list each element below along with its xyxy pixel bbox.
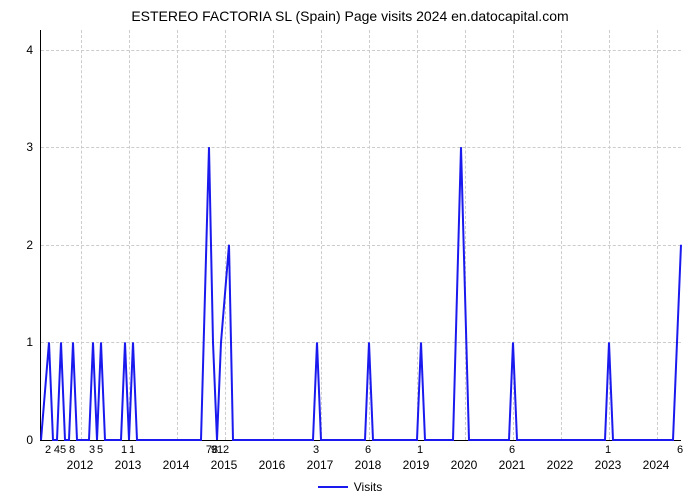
chart-container: ESTEREO FACTORIA SL (Spain) Page visits … — [0, 0, 700, 500]
data-point-label: 6 — [365, 444, 371, 456]
x-tick-label: 2022 — [547, 458, 574, 472]
x-tick-label: 2015 — [211, 458, 238, 472]
y-tick-label: 2 — [15, 238, 33, 252]
data-point-label: 2 — [45, 444, 51, 456]
line-series — [41, 30, 681, 440]
data-point-label: 3 — [313, 444, 319, 456]
x-tick-label: 2018 — [355, 458, 382, 472]
data-point-label: 3 — [89, 444, 95, 456]
x-tick-label: 2012 — [67, 458, 94, 472]
data-point-label: 6 — [677, 444, 683, 456]
data-point-label: 45 — [54, 444, 66, 456]
data-point-label: 6 — [509, 444, 515, 456]
y-tick-label: 0 — [15, 433, 33, 447]
legend-label: Visits — [354, 480, 382, 494]
data-point-label: 1 — [129, 444, 135, 456]
x-tick-label: 2021 — [499, 458, 526, 472]
x-tick-label: 2017 — [307, 458, 334, 472]
x-tick-label: 2020 — [451, 458, 478, 472]
x-tick-label: 2019 — [403, 458, 430, 472]
x-tick-label: 2024 — [643, 458, 670, 472]
y-tick-label: 4 — [15, 43, 33, 57]
legend-line-swatch — [318, 486, 348, 488]
y-tick-label: 3 — [15, 140, 33, 154]
y-tick-label: 1 — [15, 335, 33, 349]
x-tick-label: 2013 — [115, 458, 142, 472]
data-point-label: 8 — [69, 444, 75, 456]
data-point-label: 1 — [417, 444, 423, 456]
data-point-label: 5 — [97, 444, 103, 456]
plot-area — [40, 30, 681, 441]
chart-title: ESTEREO FACTORIA SL (Spain) Page visits … — [0, 8, 700, 24]
legend: Visits — [0, 480, 700, 494]
x-tick-label: 2023 — [595, 458, 622, 472]
data-point-label: 1 — [605, 444, 611, 456]
data-point-label: 1 — [121, 444, 127, 456]
x-tick-label: 2014 — [163, 458, 190, 472]
x-tick-label: 2016 — [259, 458, 286, 472]
data-point-label: 912 — [211, 444, 229, 456]
